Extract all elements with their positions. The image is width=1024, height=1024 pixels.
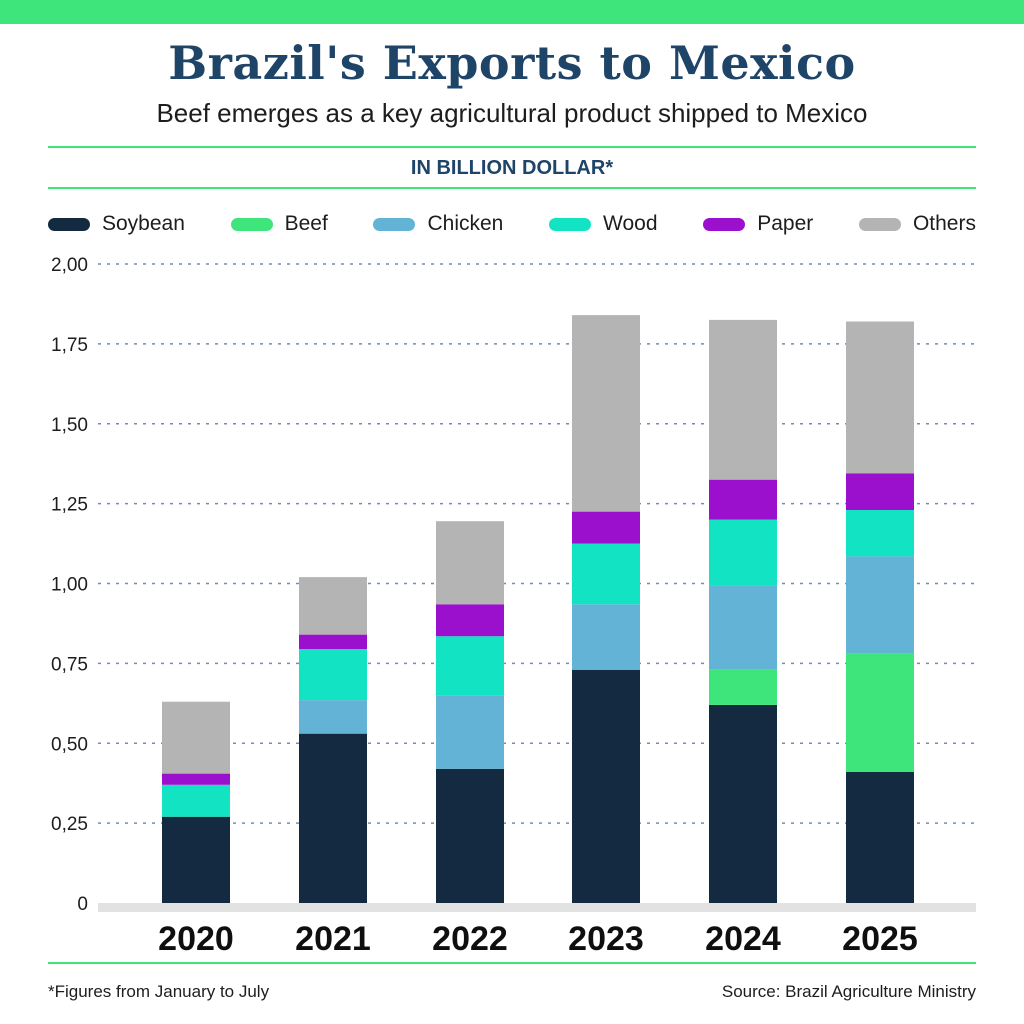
- y-tick-label: 0,75: [51, 654, 88, 675]
- legend-swatch-others: [858, 217, 901, 231]
- y-tick-label: 0,25: [51, 814, 88, 835]
- bar-wood-2021: [299, 648, 367, 701]
- legend-label: Chicken: [427, 212, 504, 235]
- bar-soybean-2020: [162, 816, 230, 903]
- bar-beef-2024: [709, 669, 777, 705]
- footer-divider: [48, 962, 976, 964]
- footnote: *Figures from January to July: [48, 982, 270, 1001]
- legend-swatch-paper: [703, 217, 746, 231]
- bar-others-2024: [709, 319, 777, 480]
- bar-chicken-2025: [846, 556, 914, 654]
- bar-paper-2024: [709, 479, 777, 520]
- bar-wood-2020: [162, 784, 230, 817]
- bar-paper-2020: [162, 773, 230, 785]
- legend-label: Beef: [284, 212, 328, 235]
- x-axis-baseline: [98, 903, 976, 912]
- y-tick-label: 1,25: [51, 495, 88, 516]
- legend-label: Paper: [757, 212, 814, 235]
- bar-paper-2021: [299, 634, 367, 649]
- bar-others-2023: [572, 315, 640, 512]
- legend-item-others: Others: [858, 212, 976, 236]
- y-tick-label: 1,75: [51, 335, 88, 356]
- source-note: Source: Brazil Agriculture Ministry: [721, 982, 976, 1001]
- bar-chicken-2022: [436, 695, 504, 769]
- bar-soybean-2021: [299, 733, 367, 903]
- bar-soybean-2022: [436, 768, 504, 903]
- legend-item-soybean: Soybean: [48, 212, 185, 236]
- legend: Soybean Beef Chicken Wood Paper Others: [48, 209, 976, 239]
- legend-item-beef: Beef: [230, 212, 328, 236]
- bar-wood-2024: [709, 519, 777, 586]
- x-tick-label: 2025: [842, 920, 918, 958]
- legend-item-paper: Paper: [703, 212, 813, 236]
- chart-title: Brazil's Exports to Mexico: [168, 36, 856, 90]
- bar-beef-2025: [846, 653, 914, 773]
- divider-bottom: [48, 187, 976, 189]
- y-tick-label: 1,50: [51, 415, 88, 436]
- y-tick-label: 0: [77, 894, 88, 915]
- bar-chicken-2024: [709, 585, 777, 670]
- legend-label: Others: [912, 212, 976, 235]
- top-accent-bar: [0, 0, 1024, 24]
- bar-others-2020: [162, 701, 230, 774]
- divider-top: [48, 146, 976, 148]
- legend-swatch-soybean: [48, 217, 90, 231]
- bar-chicken-2023: [572, 604, 640, 670]
- bar-paper-2025: [846, 473, 914, 511]
- x-tick-label: 2022: [432, 920, 508, 958]
- bar-paper-2023: [572, 511, 640, 544]
- bar-others-2021: [299, 577, 367, 635]
- bar-wood-2023: [572, 543, 640, 605]
- legend-item-chicken: Chicken: [373, 212, 503, 236]
- y-tick-label: 1,00: [51, 575, 88, 596]
- bar-chicken-2021: [299, 700, 367, 734]
- unit-label: IN BILLION DOLLAR*: [410, 157, 614, 179]
- legend-item-wood: Wood: [549, 212, 658, 236]
- bar-soybean-2023: [572, 669, 640, 903]
- legend-swatch-beef: [230, 217, 273, 231]
- bar-wood-2022: [436, 636, 504, 696]
- bar-others-2022: [436, 521, 504, 605]
- bar-soybean-2024: [709, 704, 777, 903]
- bar-others-2025: [846, 321, 914, 474]
- chart-subtitle: Beef emerges as a key agricultural produ…: [156, 98, 868, 128]
- y-tick-label: 0,50: [51, 734, 88, 755]
- legend-label: Soybean: [102, 212, 185, 235]
- x-tick-label: 2023: [568, 920, 644, 958]
- stacked-bar-chart: 0 0,25 0,50 0,75 1,00 1,25 1,50 1,75 2,00 2020 202…: [51, 255, 976, 958]
- bar-paper-2022: [436, 604, 504, 637]
- y-tick-label: 2,00: [51, 255, 88, 276]
- legend-swatch-wood: [549, 217, 592, 231]
- x-tick-label: 2021: [295, 920, 371, 958]
- x-tick-label: 2020: [158, 920, 234, 958]
- bar-soybean-2025: [846, 772, 914, 903]
- x-tick-label: 2024: [705, 920, 781, 958]
- legend-swatch-chicken: [373, 217, 416, 231]
- legend-label: Wood: [603, 212, 658, 235]
- bar-wood-2025: [846, 510, 914, 557]
